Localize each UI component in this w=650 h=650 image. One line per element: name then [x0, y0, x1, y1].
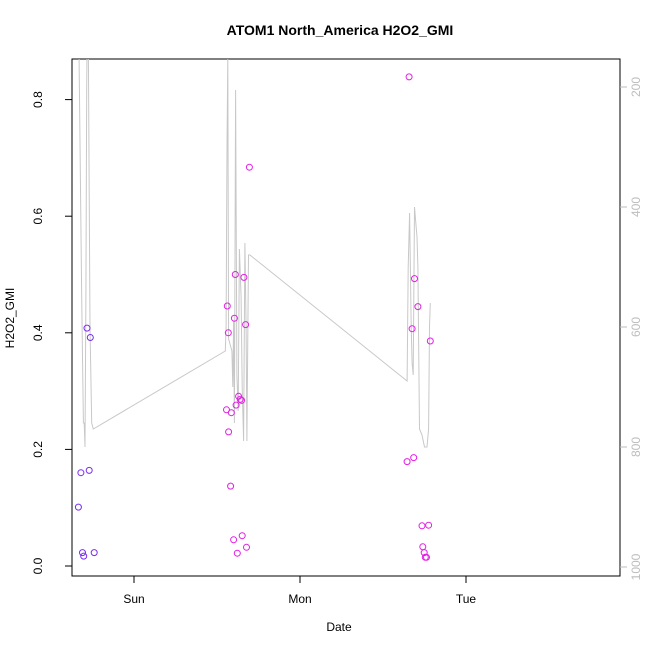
data-point — [227, 482, 235, 490]
data-point — [426, 337, 434, 345]
data-point — [245, 163, 253, 171]
y2-tick-label: 1000 — [629, 553, 643, 580]
data-point — [419, 543, 427, 551]
data-point — [236, 395, 244, 403]
y-tick-label: 0.4 — [31, 324, 45, 341]
x-axis: Sun Mon Tue — [123, 576, 476, 606]
data-point — [408, 325, 416, 333]
data-point — [224, 329, 232, 337]
data-point — [80, 552, 88, 560]
data-point — [227, 409, 235, 417]
data-point — [77, 469, 85, 477]
data-point — [403, 458, 411, 466]
data-point — [414, 303, 422, 311]
data-point — [230, 536, 238, 544]
data-point — [243, 543, 250, 551]
scatter-series — [74, 73, 434, 561]
data-point — [238, 396, 246, 404]
data-point — [425, 521, 433, 529]
data-point — [223, 302, 231, 310]
y2-tick-label: 800 — [629, 437, 643, 457]
y-tick-label: 0.8 — [31, 91, 45, 108]
data-point — [74, 503, 82, 511]
data-point — [90, 549, 98, 557]
y2-tick-label: 200 — [629, 77, 643, 97]
y-axis: 0.0 0.2 0.4 0.6 0.8 — [31, 91, 72, 574]
data-point — [232, 401, 240, 409]
data-point — [225, 428, 233, 436]
data-point — [83, 324, 91, 332]
y-tick-label: 0.2 — [31, 441, 45, 458]
x-tick-label: Tue — [456, 592, 477, 606]
x-axis-label: Date — [326, 620, 352, 634]
data-point — [86, 334, 94, 341]
data-point — [79, 549, 86, 557]
pressure-line-series — [78, 59, 431, 448]
data-point — [411, 275, 418, 283]
data-point — [418, 522, 426, 530]
data-point — [233, 549, 241, 557]
chart-title: ATOM1 North_America H2O2_GMI — [227, 22, 454, 38]
y-tick-label: 0.6 — [31, 208, 45, 225]
y2-tick-label: 400 — [629, 197, 643, 217]
data-point — [405, 73, 413, 81]
data-point — [410, 454, 418, 462]
data-point — [242, 321, 250, 329]
x-tick-label: Sun — [123, 592, 144, 606]
y-axis-label: H2O2_GMI — [3, 288, 17, 349]
data-point — [238, 532, 246, 540]
data-point — [240, 273, 248, 281]
pressure-line — [78, 59, 431, 448]
x-tick-label: Mon — [288, 592, 311, 606]
data-point — [231, 271, 239, 278]
data-point — [230, 314, 238, 322]
data-point — [85, 466, 93, 474]
y-tick-label: 0.0 — [31, 557, 45, 574]
y2-tick-label: 600 — [629, 317, 643, 337]
plot-frame — [71, 58, 621, 577]
data-point — [423, 553, 430, 561]
secondary-y-axis: 200 400 600 800 1000 — [620, 77, 643, 580]
